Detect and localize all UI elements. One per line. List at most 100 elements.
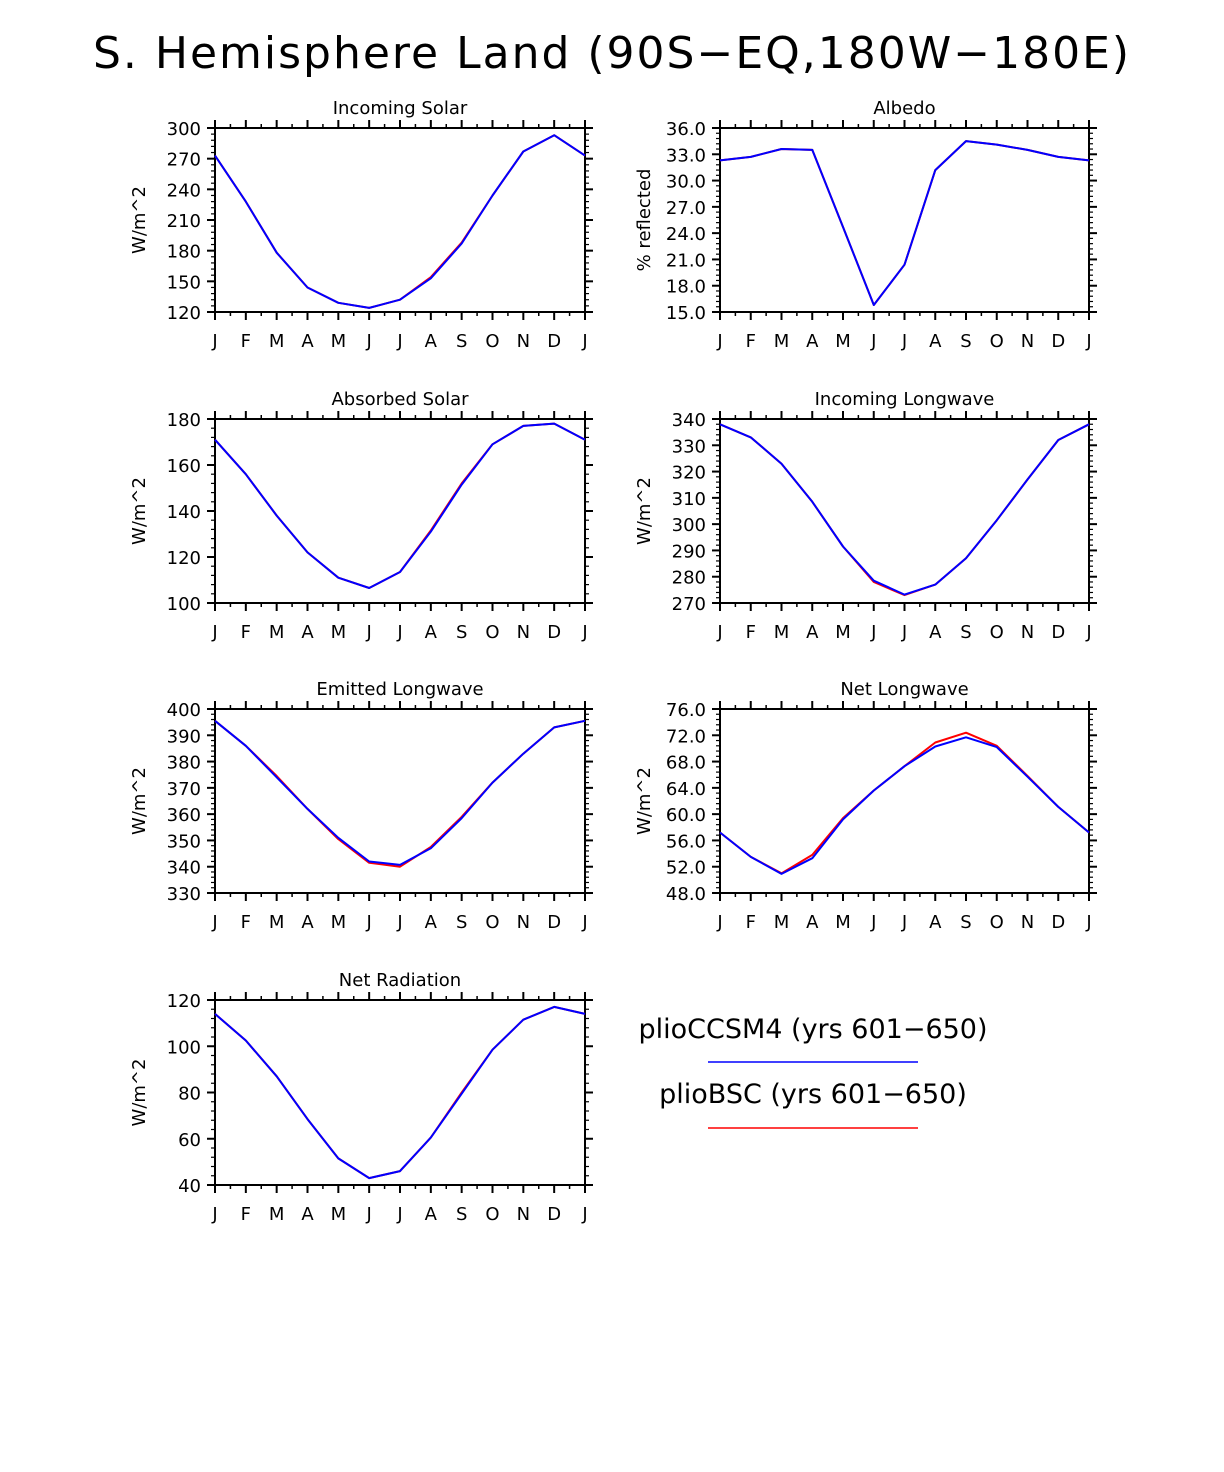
net-longwave-xtick-label: S: [960, 912, 971, 933]
albedo-xtick-label: S: [960, 331, 971, 352]
incoming-longwave-series-plioccsm4-yrs-601-650: [719, 423, 1090, 596]
absorbed-solar-xtick-label: M: [269, 622, 285, 643]
net-longwave-xtick-label: A: [806, 912, 819, 933]
absorbed-solar-xtick-label: D: [547, 622, 561, 643]
albedo-xtick-label: D: [1051, 331, 1065, 352]
incoming-solar-xtick-label: J: [396, 331, 402, 352]
net-radiation-xtick-label: J: [581, 1204, 587, 1225]
emitted-longwave-ytick-label: 370: [167, 779, 201, 800]
incoming-longwave-xtick-label: N: [1021, 622, 1034, 643]
albedo-xtick-label: J: [901, 331, 907, 352]
net-radiation-xtick-label: D: [547, 1204, 561, 1225]
net-longwave-xtick-label: J: [870, 912, 876, 933]
net-longwave-ytick-label: 64.0: [666, 779, 706, 800]
incoming-longwave-xtick-label: O: [990, 622, 1004, 643]
emitted-longwave-ytick-label: 340: [167, 858, 201, 879]
albedo-ytick-label: 33.0: [666, 145, 706, 166]
absorbed-solar-xtick-label: J: [581, 622, 587, 643]
incoming-longwave-ytick-label: 340: [672, 410, 706, 431]
incoming-longwave-xtick-label: J: [870, 622, 876, 643]
albedo-xtick-label: M: [835, 331, 851, 352]
albedo-ylabel: % reflected: [634, 169, 655, 272]
absorbed-solar-xtick-label: J: [211, 622, 217, 643]
incoming-longwave-ytick-label: 280: [672, 568, 706, 589]
net-radiation-xtick-label: F: [241, 1204, 251, 1225]
absorbed-solar-xtick-label: A: [301, 622, 314, 643]
absorbed-solar-ytick-label: 140: [167, 502, 201, 523]
incoming-solar-series-plioccsm4-yrs-601-650: [214, 134, 586, 309]
albedo-xtick-label: A: [929, 331, 942, 352]
net-radiation-ytick-label: 40: [178, 1176, 201, 1197]
absorbed-solar-ytick-label: 100: [167, 594, 201, 615]
net-radiation-xtick-label: J: [396, 1204, 402, 1225]
absorbed-solar-title: Absorbed Solar: [331, 389, 469, 410]
emitted-longwave-xtick-label: M: [269, 912, 285, 933]
net-longwave-ytick-label: 52.0: [666, 858, 706, 879]
net-radiation-xtick-label: O: [485, 1204, 499, 1225]
emitted-longwave-xtick-label: O: [485, 912, 499, 933]
incoming-longwave-xtick-label: A: [929, 622, 942, 643]
albedo-ytick-label: 18.0: [666, 277, 706, 298]
albedo-xtick-label: O: [990, 331, 1004, 352]
net-radiation-series-pliobsc-yrs-601-650: [214, 1005, 586, 1180]
incoming-solar-ytick-label: 240: [167, 180, 201, 201]
albedo-series-plioccsm4-yrs-601-650: [719, 140, 1090, 306]
emitted-longwave-xtick-label: M: [331, 912, 347, 933]
net-radiation-ytick-label: 100: [167, 1037, 201, 1058]
incoming-solar-ytick-label: 270: [167, 150, 201, 171]
net-radiation-series-plioccsm4-yrs-601-650: [214, 1005, 586, 1180]
net-longwave-xtick-label: A: [929, 912, 942, 933]
net-radiation-ytick-label: 60: [178, 1130, 201, 1151]
net-radiation-xtick-label: N: [517, 1204, 530, 1225]
incoming-longwave-ytick-label: 310: [672, 489, 706, 510]
albedo-ytick-label: 15.0: [666, 303, 706, 324]
net-longwave-series-plioccsm4-yrs-601-650: [719, 736, 1090, 875]
net-radiation-ytick-label: 120: [167, 991, 201, 1012]
albedo-xtick-label: A: [806, 331, 819, 352]
incoming-longwave-ytick-label: 300: [672, 515, 706, 536]
incoming-solar-series-pliobsc-yrs-601-650: [214, 134, 586, 309]
albedo-xtick-label: F: [746, 331, 756, 352]
net-radiation-xtick-label: A: [425, 1204, 438, 1225]
incoming-longwave-xtick-label: D: [1051, 622, 1065, 643]
incoming-solar-title: Incoming Solar: [333, 98, 468, 119]
absorbed-solar-xtick-label: S: [456, 622, 467, 643]
emitted-longwave-xtick-label: A: [425, 912, 438, 933]
incoming-solar-xtick-label: N: [517, 331, 530, 352]
albedo-xtick-label: J: [1085, 331, 1091, 352]
legend-label-pliobsc: plioBSC (yrs 601−650): [659, 1079, 967, 1110]
emitted-longwave-title: Emitted Longwave: [316, 679, 483, 700]
absorbed-solar-ytick-label: 120: [167, 548, 201, 569]
net-radiation-xtick-label: S: [456, 1204, 467, 1225]
incoming-solar-ytick-label: 300: [167, 119, 201, 140]
net-longwave-xtick-label: J: [1085, 912, 1091, 933]
net-longwave-ytick-label: 60.0: [666, 805, 706, 826]
net-longwave-xtick-label: O: [990, 912, 1004, 933]
net-longwave-xtick-label: J: [716, 912, 722, 933]
net-longwave-ytick-label: 72.0: [666, 726, 706, 747]
incoming-solar-xtick-label: A: [301, 331, 314, 352]
incoming-longwave-xtick-label: J: [716, 622, 722, 643]
absorbed-solar-xtick-label: N: [517, 622, 530, 643]
net-radiation-xtick-label: A: [301, 1204, 314, 1225]
incoming-solar-xtick-label: J: [366, 331, 372, 352]
incoming-solar-frame: [214, 127, 586, 313]
incoming-solar-ylabel: W/m^2: [129, 186, 150, 254]
albedo-xtick-label: J: [870, 331, 876, 352]
albedo-frame: [719, 127, 1090, 313]
net-longwave-ytick-label: 56.0: [666, 831, 706, 852]
emitted-longwave-xtick-label: D: [547, 912, 561, 933]
incoming-solar-xtick-label: O: [485, 331, 499, 352]
net-radiation-xtick-label: J: [211, 1204, 217, 1225]
albedo-ytick-label: 24.0: [666, 224, 706, 245]
emitted-longwave-xtick-label: A: [301, 912, 314, 933]
incoming-solar-xtick-label: D: [547, 331, 561, 352]
emitted-longwave-ytick-label: 350: [167, 831, 201, 852]
emitted-longwave-ytick-label: 400: [167, 700, 201, 721]
incoming-longwave-series-pliobsc-yrs-601-650: [719, 423, 1090, 597]
